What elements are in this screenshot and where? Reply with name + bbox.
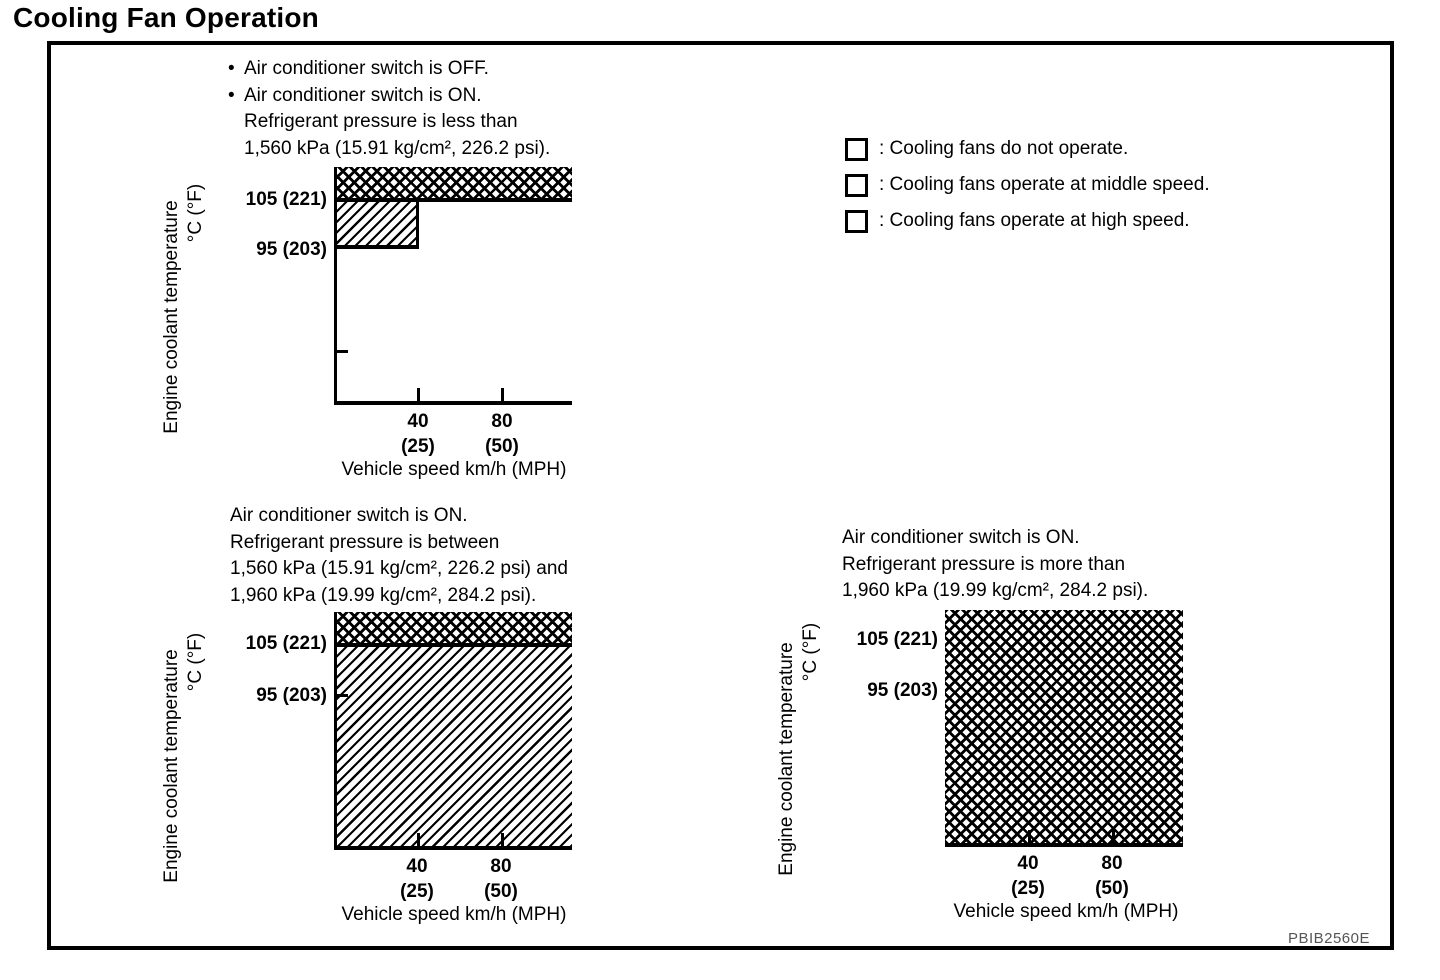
chart1-x-tick-sub-50: (50)	[485, 436, 519, 457]
chart2-y-axis-title: Engine coolant temperature	[161, 649, 182, 883]
chart2-y-tick-label-105: 105 (221)	[245, 633, 327, 654]
chart2-x-axis-title: Vehicle speed km/h (MPH)	[341, 904, 567, 925]
chart1-x-tick-80	[501, 388, 504, 401]
bullet-icon: •	[228, 58, 235, 79]
chart3-plot-area	[945, 610, 1183, 847]
condition-text: 1,560 kPa (15.91 kg/cm², 226.2 psi) and	[230, 558, 568, 579]
legend-item-middle-speed: : Cooling fans operate at middle speed.	[845, 173, 1210, 197]
chart1-y-axis-title: Engine coolant temperature	[161, 200, 182, 434]
chart1-y-axis-unit: °C (°F)	[185, 183, 206, 243]
condition-text: 1,960 kPa (19.99 kg/cm², 284.2 psi).	[842, 580, 1149, 601]
condition-text: Refrigerant pressure is more than	[842, 553, 1126, 575]
chart2-y-axis-line	[334, 612, 337, 850]
condition-text: 1,560 kPa (15.91 kg/cm², 226.2 psi).	[244, 137, 551, 159]
chart2-x-tick-sub-25: (25)	[400, 881, 434, 902]
chart3-x-tick-40	[1028, 830, 1031, 843]
chart1-x-tick-40	[417, 388, 420, 401]
bullet-spacer	[228, 109, 244, 136]
chart2-region-high-speed	[334, 612, 572, 647]
condition-line: • Air conditioner switch is ON.	[228, 83, 550, 110]
condition-text: Refrigerant pressure is between	[230, 531, 500, 553]
chart2-plot-area	[334, 612, 572, 850]
condition-text: Air conditioner switch is OFF.	[244, 58, 489, 79]
chart1-x-tick-label-80: 80	[491, 411, 513, 432]
figure-code: PBIB2560E	[1287, 930, 1370, 947]
legend-item-high-speed: : Cooling fans operate at high speed.	[845, 209, 1210, 233]
chart1-x-axis-title: Vehicle speed km/h (MPH)	[341, 459, 567, 480]
chart1-x-axis-line	[334, 401, 572, 405]
condition-text: Air conditioner switch is ON.	[244, 84, 482, 106]
chart2-conditions: Air conditioner switch is ON. Refrigeran…	[230, 503, 568, 609]
chart3-x-tick-sub-25: (25)	[1011, 878, 1045, 899]
condition-line: 1,560 kPa (15.91 kg/cm², 226.2 psi).	[228, 136, 550, 163]
bullet-icon: •	[228, 84, 235, 106]
chart1-region-high-speed	[334, 167, 572, 202]
chart1-y-tick-label-95: 95 (203)	[256, 239, 327, 260]
chart3-conditions: Air conditioner switch is ON. Refrigeran…	[842, 525, 1148, 605]
chart1-x-tick-label-40: 40	[407, 411, 429, 432]
chart1-y-minor-tick	[337, 350, 348, 353]
chart2-y-axis-unit: °C (°F)	[185, 632, 206, 692]
chart3-y-tick-label-95: 95 (203)	[867, 680, 938, 701]
legend-label: : Cooling fans do not operate.	[879, 138, 1129, 159]
bullet-spacer	[228, 136, 244, 163]
chart2-x-tick-label-40: 40	[406, 856, 428, 877]
chart3-x-axis-title: Vehicle speed km/h (MPH)	[953, 901, 1179, 922]
condition-text: 1,960 kPa (19.99 kg/cm², 284.2 psi).	[230, 584, 537, 606]
chart3-y-axis-title: Engine coolant temperature	[776, 642, 797, 876]
chart2-y-tick-label-95: 95 (203)	[256, 685, 327, 706]
chart2-x-tick-label-80: 80	[490, 856, 512, 877]
chart3-y-axis-unit: °C (°F)	[800, 622, 821, 682]
chart1-plot-area	[334, 167, 572, 405]
chart3-x-tick-sub-50: (50)	[1095, 878, 1129, 899]
chart2-x-tick-40	[417, 833, 420, 846]
chart3-x-tick-80	[1112, 830, 1115, 843]
legend-item-no-operate: : Cooling fans do not operate.	[845, 137, 1210, 161]
legend: : Cooling fans do not operate. : Cooling…	[845, 137, 1210, 233]
chart2-y-tick-95	[337, 694, 348, 697]
condition-text: Refrigerant pressure is less than	[244, 111, 518, 132]
chart2-region-middle-speed	[334, 647, 572, 850]
chart3-y-tick-label-105: 105 (221)	[856, 629, 938, 650]
chart1-x-tick-sub-25: (25)	[401, 436, 435, 457]
chart2-x-tick-80	[501, 833, 504, 846]
legend-label: : Cooling fans operate at high speed.	[879, 210, 1190, 231]
chart3-x-tick-label-40: 40	[1017, 853, 1039, 874]
chart1-y-tick-label-105: 105 (221)	[245, 189, 327, 210]
legend-swatch-none-icon	[845, 137, 868, 161]
legend-swatch-diagonal-hatch-icon	[845, 173, 868, 197]
legend-label: : Cooling fans operate at middle speed.	[879, 174, 1210, 195]
chart2-x-tick-sub-50: (50)	[484, 881, 518, 902]
condition-line: • Air conditioner switch is OFF.	[228, 56, 550, 83]
condition-line: Refrigerant pressure is less than	[228, 109, 550, 136]
chart1-y-axis-line	[334, 167, 337, 405]
page-title: Cooling Fan Operation	[13, 2, 319, 33]
legend-swatch-crosshatch-icon	[845, 209, 868, 233]
chart3-x-tick-label-80: 80	[1101, 853, 1123, 874]
chart1-region-middle-speed	[334, 202, 419, 249]
condition-text: Air conditioner switch is ON.	[230, 505, 468, 526]
chart1-conditions: • Air conditioner switch is OFF. • Air c…	[228, 56, 550, 162]
condition-text: Air conditioner switch is ON.	[842, 527, 1080, 548]
